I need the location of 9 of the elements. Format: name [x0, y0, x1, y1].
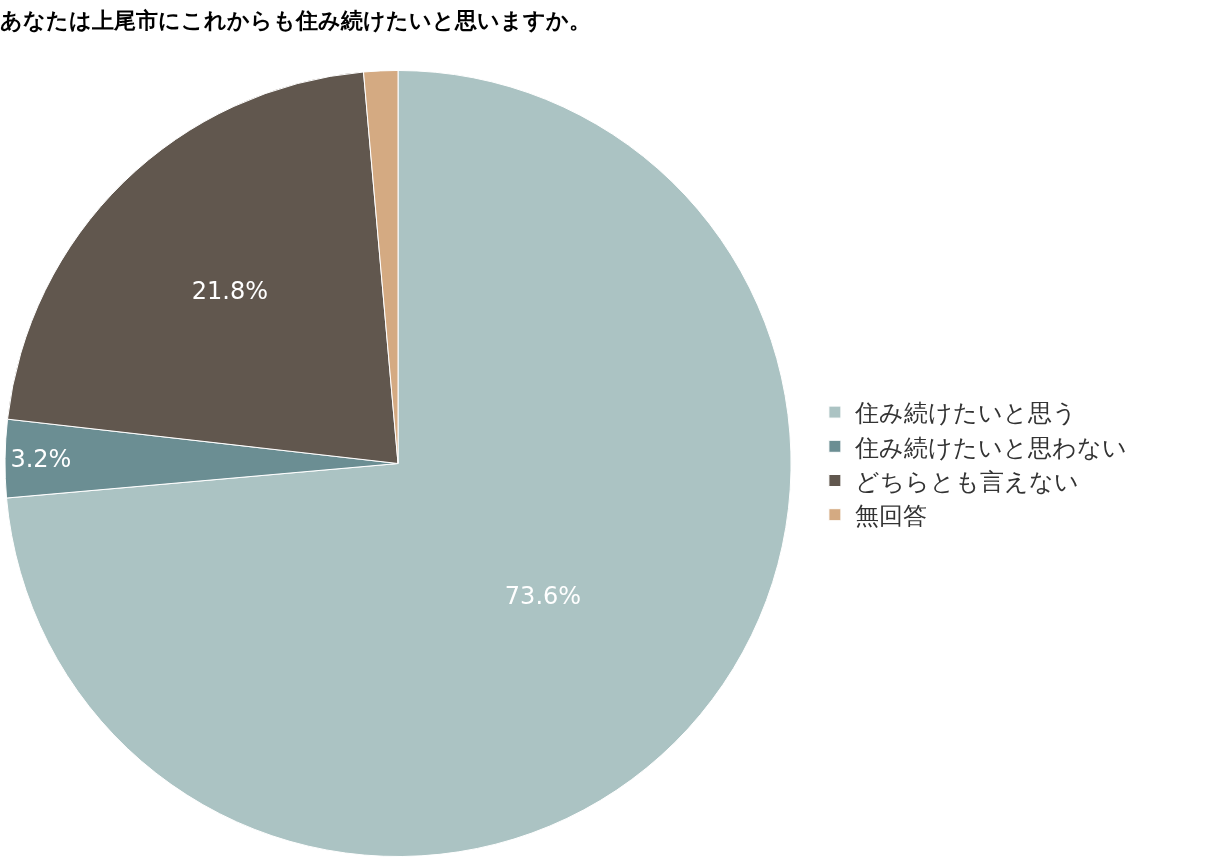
data-label: 73.6%: [504, 582, 582, 611]
data-label: 21.8%: [191, 277, 269, 306]
legend-label: どちらとも言えない: [854, 467, 1079, 496]
legend-label: 住み続けたいと思う: [853, 399, 1077, 428]
legend-label: 無回答: [854, 502, 927, 531]
chart-title: あなたは上尾市にこれからも住み続けたいと思いますか。: [0, 8, 591, 34]
legend-label: 住み続けたいと思わない: [853, 433, 1127, 462]
data-label: 3.2%: [10, 445, 72, 474]
pie-slice: [6, 69, 792, 857]
